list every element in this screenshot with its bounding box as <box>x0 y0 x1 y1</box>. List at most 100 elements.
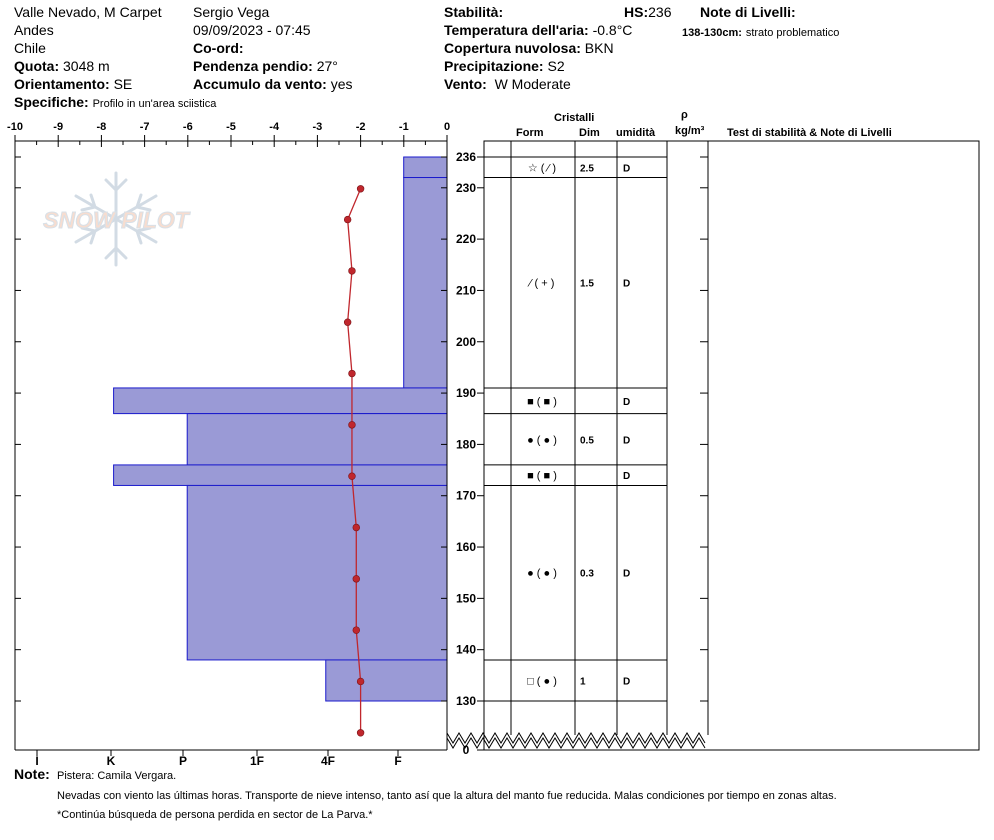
hs-label: HS: <box>624 4 649 20</box>
temperature-point-3 <box>343 318 352 326</box>
temperature-point-7 <box>352 523 360 532</box>
height-tick-label-9: 150 <box>456 591 476 605</box>
precip-value: S2 <box>547 58 565 74</box>
layer-size-5: 0.3 <box>580 569 594 580</box>
precip-label: Precipitazione: <box>444 58 544 74</box>
temperature-point-9 <box>352 626 360 634</box>
location: Valle Nevado, M Carpet <box>14 4 162 20</box>
hardness-layer-2 <box>113 387 448 415</box>
specifics-label: Specifiche: <box>14 94 89 110</box>
temperature-point-2 <box>348 267 356 275</box>
hardness-layer-5 <box>186 484 448 661</box>
snowflake-icon <box>74 171 158 267</box>
slope-value: 27° <box>316 58 338 74</box>
cloud-label: Copertura nuvolosa: <box>444 40 581 56</box>
height-tick-label-8: 160 <box>456 540 476 554</box>
stability-notes-header: Test di stabilità & Note di Livelli <box>727 127 892 139</box>
hardness-layer-4 <box>113 464 448 486</box>
temp-tick-label-6: -4 <box>269 121 280 133</box>
layer-size-1: 1.5 <box>580 279 594 290</box>
temperature-point-11 <box>356 729 365 737</box>
slope-label: Pendenza pendio: <box>193 58 313 74</box>
temp-tick-label-7: -3 <box>313 121 323 133</box>
height-tick-label-10: 140 <box>456 643 476 657</box>
temperature-point-6 <box>348 472 356 480</box>
rho-header: ρ <box>681 109 688 121</box>
axis-break-zigzag-1 <box>446 732 706 744</box>
temp-tick-label-2: -8 <box>97 121 107 133</box>
layer-form-4: ■ ( ■ ) <box>527 470 557 482</box>
height-tick-label-5: 190 <box>456 386 476 400</box>
layer-wetness-4: D <box>623 471 630 482</box>
temp-tick-label-10: 0 <box>444 121 450 133</box>
temperature-point-0 <box>356 185 365 193</box>
air-temp-value: -0.8°C <box>592 22 633 38</box>
height-tick-label-7: 170 <box>456 489 476 503</box>
country: Chile <box>14 40 46 56</box>
height-tick-label-6: 180 <box>456 437 476 451</box>
wind-load-label: Accumulo da vento: <box>193 76 327 92</box>
mountain-range: Andes <box>14 22 54 38</box>
temp-tick-label-1: -9 <box>53 121 63 133</box>
temperature-line <box>346 188 362 733</box>
stability-label: Stabilità: <box>444 4 504 20</box>
notes-line1: Pistera: Camila Vergara. <box>57 770 177 782</box>
hardness-tick-label-3: 1F <box>250 754 264 768</box>
snowpilot-watermark: SNOW PILOT <box>43 171 191 267</box>
hardness-layer-0 <box>403 156 448 179</box>
temperature-point-1 <box>343 215 352 224</box>
datetime: 09/09/2023 - 07:45 <box>193 22 311 38</box>
height-tick-label-0: 236 <box>456 150 476 164</box>
temp-tick-label-9: -1 <box>399 121 409 133</box>
cloud-value: BKN <box>584 40 614 56</box>
layer-wetness-1: D <box>623 279 630 290</box>
temp-tick-label-5: -5 <box>226 121 236 133</box>
hardness-layer-3 <box>186 413 448 466</box>
crystals-header: Cristalli <box>554 112 595 124</box>
humidity-header: umidità <box>616 127 656 139</box>
layer-notes-label: Note di Livelli: <box>700 4 796 20</box>
temperature-point-10 <box>356 677 365 686</box>
layer-wetness-3: D <box>623 435 630 446</box>
notes-line2: Nevadas con viento las últimas horas. Tr… <box>57 790 837 802</box>
layer-form-2: ■ ( ■ ) <box>527 396 557 408</box>
layer-form-0: ☆ ( ⁄ ) <box>528 162 556 174</box>
form-header: Form <box>516 127 544 139</box>
watermark-text: SNOW PILOT <box>43 207 191 233</box>
quota-label: Quota: <box>14 58 60 74</box>
temp-tick-label-8: -2 <box>356 121 366 133</box>
dim-header: Dim <box>579 127 600 139</box>
observer: Sergio Vega <box>193 4 270 20</box>
quota-value: 3048 m <box>63 58 110 74</box>
wind-value: W Moderate <box>494 76 571 92</box>
layer-note-range: 138-130cm: <box>682 27 742 39</box>
air-temp-label: Temperatura dell'aria: <box>444 22 589 38</box>
hardness-tick-label-4: 4F <box>321 754 335 768</box>
specifics-value: Profilo in un'area sciistica <box>92 98 217 110</box>
density-unit-header: kg/m³ <box>675 125 705 137</box>
temperature-point-8 <box>352 575 360 583</box>
layer-wetness-0: D <box>623 163 630 174</box>
height-tick-label-1: 230 <box>456 181 476 195</box>
temperature-point-4 <box>348 369 356 378</box>
orientation-label: Orientamento: <box>14 76 110 92</box>
hardness-tick-label-5: F <box>394 754 401 768</box>
hardness-tick-label-1: K <box>107 754 116 768</box>
wind-load-value: yes <box>330 76 353 92</box>
layer-note-text: strato problematico <box>745 27 840 39</box>
layer-wetness-2: D <box>623 397 630 408</box>
height-tick-label-11: 130 <box>456 694 476 708</box>
hardness-tick-label-0: I <box>35 754 38 768</box>
axis-break-zigzag-2 <box>446 737 706 749</box>
layer-form-5: ● ( ● ) <box>527 568 557 580</box>
height-tick-label-4: 200 <box>456 335 476 349</box>
wind-label: Vento: <box>444 76 487 92</box>
height-tick-label-3: 210 <box>456 283 476 297</box>
notes-label: Note: <box>14 766 50 782</box>
layer-size-6: 1 <box>580 676 586 687</box>
temp-tick-label-3: -7 <box>140 121 150 133</box>
temp-tick-label-4: -6 <box>183 121 193 133</box>
hs-value: 236 <box>648 4 672 20</box>
temperature-point-5 <box>348 421 356 429</box>
